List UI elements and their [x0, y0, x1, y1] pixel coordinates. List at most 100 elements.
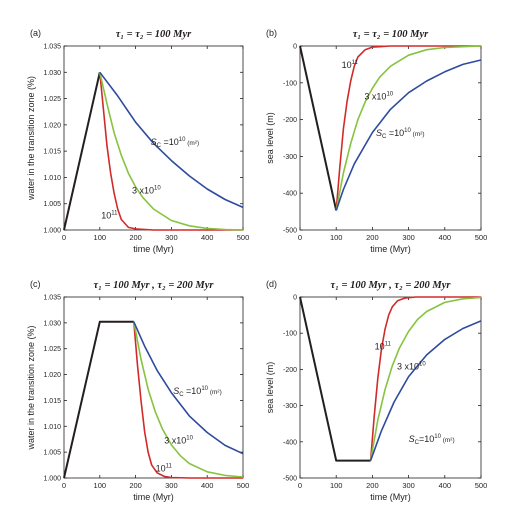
- y-tick-label: -100: [283, 80, 297, 87]
- curve-annotation: 1011: [342, 60, 359, 70]
- annotation-sub: C: [179, 392, 184, 398]
- y-tick-label: -500: [283, 476, 297, 483]
- annotation-unit: (m²): [411, 131, 425, 138]
- y-axis-label: sea level (m): [265, 112, 275, 164]
- annotation-sup: 10: [179, 137, 186, 143]
- annotation-unit: (m²): [208, 389, 222, 396]
- y-tick-label: 1.025: [43, 96, 61, 103]
- x-tick-label: 100: [330, 481, 343, 490]
- series-line: [369, 296, 482, 461]
- panel-label: (c): [30, 279, 41, 289]
- annotation-text: =10: [419, 434, 434, 444]
- x-tick-label: 300: [165, 481, 178, 490]
- plot-frame: [299, 296, 482, 479]
- y-tick-label: 1.000: [43, 476, 61, 483]
- series-line: [133, 321, 244, 455]
- annotation-unit: (m²): [441, 437, 455, 444]
- panel-c: 0 100 200 300 400 500 1.000 1.005 1.010 1.015 1.02…: [26, 279, 249, 502]
- annotation-symbol: S: [376, 128, 382, 138]
- annotation-symbol: S: [151, 137, 157, 147]
- annotation-sup: 11: [111, 210, 118, 216]
- panel-title: τ₁ = τ₂ = 100 Myr: [353, 29, 429, 40]
- annotation-text: 3 x10: [164, 435, 186, 445]
- y-tick-label: -200: [283, 117, 297, 124]
- x-tick-label: 200: [129, 233, 142, 242]
- curve-annotation: 1011: [375, 341, 392, 351]
- y-tick-label: 1.015: [43, 398, 61, 405]
- panel-label: (a): [30, 28, 41, 38]
- annotation-sup: 10: [154, 186, 161, 192]
- annotation-sup: 10: [386, 91, 393, 97]
- y-tick-label: 1.035: [43, 44, 61, 51]
- annotation-sub: C: [382, 134, 387, 140]
- curve-annotation: 3 x1010: [364, 91, 393, 101]
- annotation-text: 10: [375, 341, 385, 351]
- y-tick-label: 0: [293, 295, 297, 302]
- curve-annotation: 3 x1010: [164, 435, 193, 445]
- annotation-symbol: S: [409, 434, 415, 444]
- curve-annotation: SC =1010 (m²): [173, 386, 222, 398]
- series-line: [99, 71, 244, 209]
- annotation-text: 3 x10: [132, 186, 154, 196]
- y-tick-label: 1.005: [43, 201, 61, 208]
- y-tick-label: 1.000: [43, 228, 61, 235]
- curve-annotation: SC=1010 (m²): [409, 434, 455, 446]
- curve-annotation: 3 x1010: [397, 361, 426, 371]
- x-tick-label: 400: [201, 481, 214, 490]
- x-tick-label: 400: [201, 233, 214, 242]
- x-axis-label: time (Myr): [133, 244, 174, 254]
- annotation-text: 10: [101, 210, 111, 220]
- y-tick-label: -300: [283, 154, 297, 161]
- x-tick-label: 200: [366, 481, 379, 490]
- curve-annotation: SC =1010 (m²): [376, 128, 425, 140]
- annotation-sup: 10: [419, 361, 426, 367]
- annotation-text: =10: [386, 128, 404, 138]
- x-tick-label: 0: [62, 481, 66, 490]
- annotation-text: 10: [342, 60, 352, 70]
- y-tick-label: 1.025: [43, 346, 61, 353]
- annotation-sup: 10: [434, 434, 441, 440]
- x-tick-label: 400: [439, 481, 452, 490]
- annotation-sup: 10: [201, 386, 208, 392]
- y-tick-label: 1.010: [43, 175, 61, 182]
- x-tick-label: 200: [366, 233, 379, 242]
- y-tick-label: 1.020: [43, 372, 61, 379]
- y-axis-label: water in the transition zone (%): [26, 325, 36, 450]
- y-tick-label: -400: [283, 439, 297, 446]
- annotation-sup: 10: [404, 128, 411, 134]
- y-tick-label: -400: [283, 191, 297, 198]
- x-tick-label: 500: [237, 481, 250, 490]
- x-tick-label: 500: [237, 233, 250, 242]
- y-tick-label: -100: [283, 331, 297, 338]
- panel-label: (d): [266, 279, 277, 289]
- series-line: [63, 72, 101, 231]
- plot-frame: [63, 296, 244, 479]
- series-line: [299, 296, 371, 462]
- y-tick-label: -200: [283, 367, 297, 374]
- panel-label: (b): [266, 28, 277, 38]
- annotation-text: =10: [161, 137, 179, 147]
- series-line: [133, 321, 244, 478]
- y-tick-label: -300: [283, 403, 297, 410]
- x-axis-label: time (Myr): [370, 492, 411, 502]
- x-tick-label: 0: [62, 233, 66, 242]
- x-tick-label: 100: [330, 233, 343, 242]
- panel-a: 0 100 200 300 400 500 1.000 1.005 1.010 1.015 1.02…: [26, 28, 249, 254]
- y-tick-label: 1.030: [43, 320, 61, 327]
- y-tick-label: 0: [293, 44, 297, 51]
- y-tick-label: 1.005: [43, 450, 61, 457]
- y-axis-label: sea level (m): [265, 362, 275, 414]
- curve-annotation: 1011: [101, 210, 118, 220]
- series-line: [63, 320, 134, 479]
- x-tick-label: 300: [165, 233, 178, 242]
- y-tick-label: 1.015: [43, 149, 61, 156]
- series-line: [299, 45, 338, 211]
- y-tick-label: -500: [283, 228, 297, 235]
- y-axis-label: water in the transition zone (%): [26, 76, 36, 201]
- annotation-sub: C: [415, 440, 420, 446]
- x-tick-label: 400: [439, 233, 452, 242]
- x-axis-label: time (Myr): [133, 492, 174, 502]
- x-tick-label: 500: [475, 233, 488, 242]
- annotation-sup: 11: [385, 341, 392, 347]
